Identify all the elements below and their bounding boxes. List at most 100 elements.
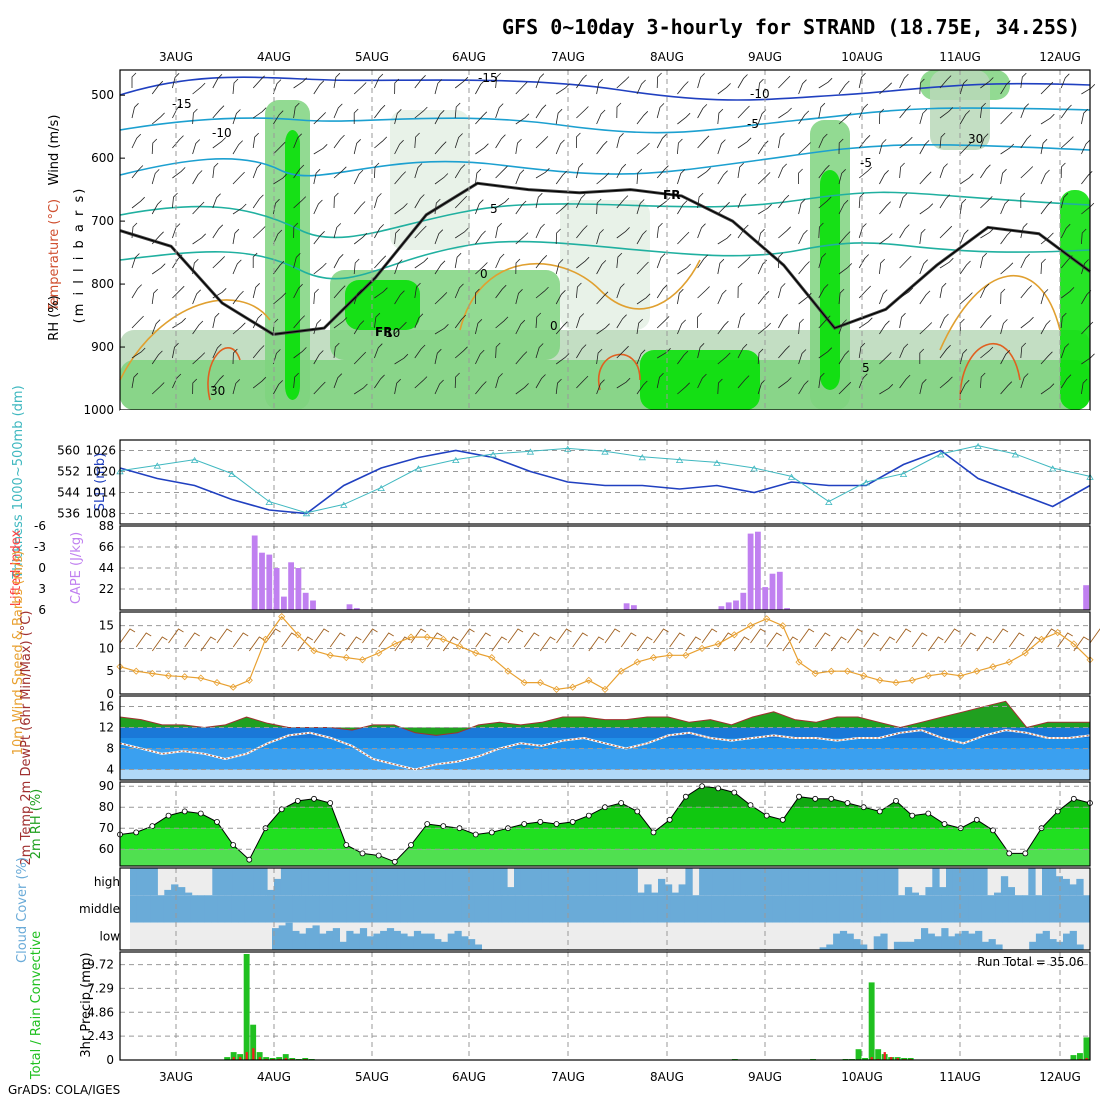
- wind-barb: [677, 112, 691, 125]
- wind-barb: [555, 228, 561, 245]
- wind-barb: [992, 628, 1009, 644]
- wind-barb: [616, 76, 630, 89]
- cloud-bar: [326, 895, 334, 923]
- wind-barb: [394, 228, 400, 245]
- thickness-marker: [713, 459, 721, 466]
- temp-line: [119, 700, 1090, 736]
- wind-barb: [858, 373, 868, 389]
- cloud-bar: [678, 884, 686, 896]
- cloud-bar: [292, 930, 300, 950]
- wind-marker: [1086, 656, 1094, 664]
- rh-marker: [618, 800, 625, 806]
- wind-barb: [556, 628, 572, 644]
- cloud-bar: [390, 868, 398, 896]
- cloud-bar: [603, 895, 611, 923]
- wind-barb: [863, 632, 879, 648]
- wind-barb: [737, 137, 752, 149]
- cloud-bar: [637, 895, 645, 923]
- wind-barb: [717, 108, 724, 125]
- wind-barb: [838, 112, 852, 125]
- cloud-bar: [973, 868, 981, 896]
- cloud-bar: [870, 868, 878, 896]
- rh-marker: [812, 795, 819, 802]
- rh-shade: [640, 350, 760, 410]
- wind-marker: [229, 683, 237, 691]
- thickness-marker: [937, 451, 945, 458]
- wind-barb: [927, 636, 944, 652]
- wind-barb: [1020, 373, 1029, 389]
- rh-marker: [375, 852, 382, 859]
- wind-barb: [697, 135, 710, 149]
- wind-barb: [434, 141, 447, 155]
- cloud-bar: [349, 868, 357, 896]
- precip-tick: 7.29: [87, 981, 114, 995]
- wind-barb: [717, 378, 723, 395]
- wind-barb: [281, 632, 297, 648]
- cloud-bar: [308, 868, 316, 896]
- wind-barb: [378, 632, 394, 648]
- cape-bar: [631, 605, 637, 610]
- wind-barb: [596, 323, 610, 335]
- wind-barb: [939, 163, 948, 179]
- cloud-bar: [819, 947, 827, 950]
- wind-barb: [1040, 351, 1053, 365]
- cape-bar: [266, 554, 273, 610]
- wind-barb: [394, 78, 400, 95]
- wind-barb: [959, 229, 969, 245]
- cloud-bar: [427, 933, 435, 950]
- cloud-bar: [961, 895, 969, 923]
- wind-barb: [737, 343, 748, 359]
- wind-barb: [576, 313, 585, 329]
- cloud-bar: [278, 925, 286, 950]
- cloud-bar: [219, 868, 227, 896]
- wind-barb: [507, 628, 524, 644]
- precip-bar: [263, 1057, 270, 1060]
- cloud-bar: [664, 884, 673, 896]
- wind-barb: [576, 163, 584, 179]
- wind-barb: [818, 253, 827, 269]
- cloud-bar: [232, 868, 241, 896]
- cloud-bar: [157, 895, 165, 923]
- wind-barb: [297, 636, 314, 652]
- wind-marker: [682, 651, 690, 659]
- cloud-bar: [1076, 944, 1084, 950]
- rh-marker: [634, 808, 641, 815]
- wind-barb: [394, 321, 407, 335]
- wind-barb: [1000, 262, 1014, 275]
- wind-barb: [151, 288, 158, 305]
- thickness-marker: [787, 473, 796, 480]
- cloud-bar: [363, 868, 371, 896]
- precip-total-ylabel: Total / Rain Convective: [29, 931, 44, 1080]
- wind-barb: [980, 102, 986, 119]
- cloud-bar: [204, 895, 212, 923]
- wind-barb: [838, 381, 852, 395]
- cloud-bar: [461, 895, 469, 923]
- cloud-bar: [884, 868, 892, 896]
- wind-marker: [181, 673, 189, 681]
- cloud-bar: [575, 868, 583, 896]
- top-date-label: 11AUG: [939, 50, 981, 64]
- cloud-bar: [994, 892, 1002, 896]
- thickness-marker: [302, 510, 311, 517]
- cloud-bar: [353, 895, 361, 923]
- wind-barb: [717, 83, 731, 95]
- thickness-marker: [638, 454, 647, 461]
- rh-marker: [909, 812, 916, 819]
- conv-bar: [232, 1057, 235, 1060]
- wind-barb: [184, 632, 200, 648]
- wind-barb: [1000, 80, 1011, 95]
- wind-barb: [697, 343, 705, 359]
- cloud-bar: [454, 895, 462, 923]
- wind-barb: [1060, 73, 1070, 89]
- wind-marker: [407, 633, 415, 641]
- wind-barb: [697, 373, 707, 389]
- wind-barb: [192, 320, 204, 335]
- wind-barb: [252, 283, 260, 299]
- wind-barb: [596, 172, 610, 185]
- wind-barb: [980, 315, 992, 329]
- wind-marker: [827, 667, 835, 675]
- wind-barb: [656, 72, 662, 89]
- temperature-contour: [119, 107, 1091, 134]
- wind-panel: 10m Wind Speed & Barbs (m/s): [11, 551, 1100, 755]
- wind-barb: [919, 379, 927, 395]
